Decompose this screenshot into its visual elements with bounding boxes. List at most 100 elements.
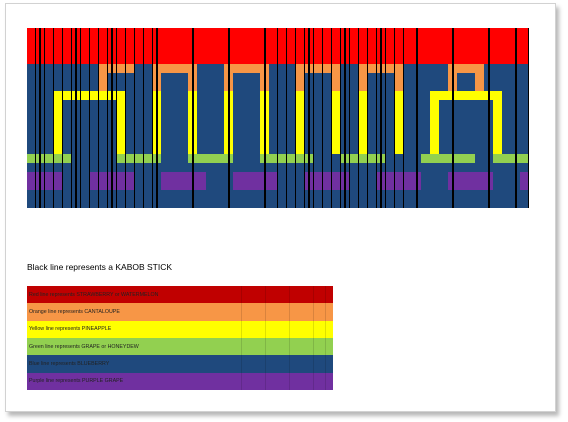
kabob-stick-line	[451, 28, 454, 208]
grid-cell	[251, 199, 261, 208]
legend-gridline	[325, 286, 326, 304]
grid-cell	[197, 199, 207, 208]
grid-cell	[421, 199, 431, 208]
legend-label: Yellow line represents PINEAPPLE	[29, 326, 112, 333]
legend-row: Red line represents STRAWBERRY or WATERM…	[27, 286, 333, 304]
grid-cell	[278, 199, 288, 208]
kabob-stick-line	[344, 28, 347, 208]
legend-gridline	[265, 337, 266, 356]
legend-label: Green line represents GRAPE or HONEYDEW	[29, 343, 139, 350]
grid-cell	[331, 199, 342, 208]
legend-row: Orange line represents CANTALOUPE	[27, 303, 333, 321]
legend-gridline	[313, 320, 314, 338]
legend-label: Orange line represents CANTALOUPE	[29, 308, 120, 315]
kabob-stick-line	[75, 28, 78, 208]
kabob-stick-note: Black line represents a KABOB STICK	[27, 262, 173, 272]
grid-cell	[457, 199, 467, 208]
legend-gridline	[313, 337, 314, 356]
grid-cell	[206, 199, 216, 208]
grid-cell	[161, 199, 171, 208]
kabob-stick-line	[111, 28, 114, 208]
legend-gridline	[325, 337, 326, 356]
legend-gridline	[241, 303, 242, 321]
legend-label: Blue line represents BLUEBERRY	[29, 360, 110, 367]
kabob-pattern-grid	[27, 28, 529, 208]
legend-gridline	[325, 303, 326, 321]
legend-gridline	[265, 303, 266, 321]
kabob-stick-line	[415, 28, 418, 208]
grid-cell	[179, 199, 189, 208]
legend-gridline	[289, 372, 290, 390]
grid-cell	[143, 199, 153, 208]
grid-cell	[125, 199, 136, 208]
grid-cell	[233, 199, 243, 208]
legend-gridline	[265, 286, 266, 304]
kabob-stick-line	[155, 28, 158, 208]
legend-gridline	[265, 372, 266, 390]
grid-cell	[313, 199, 324, 208]
legend-gridline	[265, 355, 266, 373]
grid-cell	[475, 199, 485, 208]
legend-row: Yellow line represents PINEAPPLE	[27, 320, 333, 338]
grid-cell	[439, 199, 449, 208]
legend-gridline	[325, 320, 326, 338]
kabob-stick-line	[514, 28, 517, 208]
legend-gridline	[289, 355, 290, 373]
kabob-stick-line	[487, 28, 490, 208]
legend-label: Red line represents STRAWBERRY or WATERM…	[29, 291, 159, 298]
legend-gridline	[289, 303, 290, 321]
grid-cell	[286, 199, 297, 208]
grid-cell	[242, 199, 252, 208]
grid-cell	[322, 199, 333, 208]
grid-cell	[502, 199, 512, 208]
grid-cell	[367, 199, 378, 208]
legend-gridline	[289, 320, 290, 338]
legend-gridline	[313, 286, 314, 304]
legend-row: Green line represents GRAPE or HONEYDEW	[27, 337, 333, 356]
grid-cell	[394, 199, 404, 208]
grid-cell	[215, 199, 225, 208]
kabob-stick-line	[39, 28, 42, 208]
kabob-stick-line	[380, 28, 383, 208]
grid-cell	[62, 199, 73, 208]
legend-gridline	[313, 355, 314, 373]
legend-label: Purple line represents PURPLE GRAPE	[29, 378, 124, 385]
grid-cell	[466, 199, 476, 208]
legend-gridline	[241, 355, 242, 373]
grid-cell	[98, 199, 109, 208]
grid-cell	[27, 199, 37, 208]
legend-gridline	[325, 372, 326, 390]
grid-cell	[170, 199, 180, 208]
grid-cell	[44, 199, 55, 208]
kabob-stick-line	[227, 28, 230, 208]
kabob-stick-line	[308, 28, 311, 208]
legend-gridline	[241, 286, 242, 304]
legend-gridline	[313, 372, 314, 390]
legend-gridline	[241, 337, 242, 356]
legend-row: Blue line represents BLUEBERRY	[27, 355, 333, 373]
grid-cell	[349, 199, 360, 208]
grid-cell	[493, 199, 503, 208]
legend-gridline	[289, 286, 290, 304]
grid-cell	[269, 199, 279, 208]
grid-cell	[53, 199, 64, 208]
legend-gridline	[289, 337, 290, 356]
grid-cell	[134, 199, 145, 208]
grid-cell	[295, 199, 306, 208]
grid-cell	[358, 199, 369, 208]
legend-gridline	[313, 303, 314, 321]
legend-row: Purple line represents PURPLE GRAPE	[27, 372, 333, 390]
grid-cell	[430, 199, 440, 208]
color-legend: Red line represents STRAWBERRY or WATERM…	[27, 286, 333, 390]
legend-gridline	[241, 372, 242, 390]
grid-cell	[403, 199, 413, 208]
grid-cell	[116, 199, 127, 208]
legend-gridline	[265, 320, 266, 338]
grid-cell	[80, 199, 91, 208]
kabob-stick-line	[191, 28, 194, 208]
legend-gridline	[325, 355, 326, 373]
grid-cell	[520, 199, 529, 208]
kabob-stick-line	[263, 28, 266, 208]
grid-cell	[385, 199, 396, 208]
legend-gridline	[241, 320, 242, 338]
